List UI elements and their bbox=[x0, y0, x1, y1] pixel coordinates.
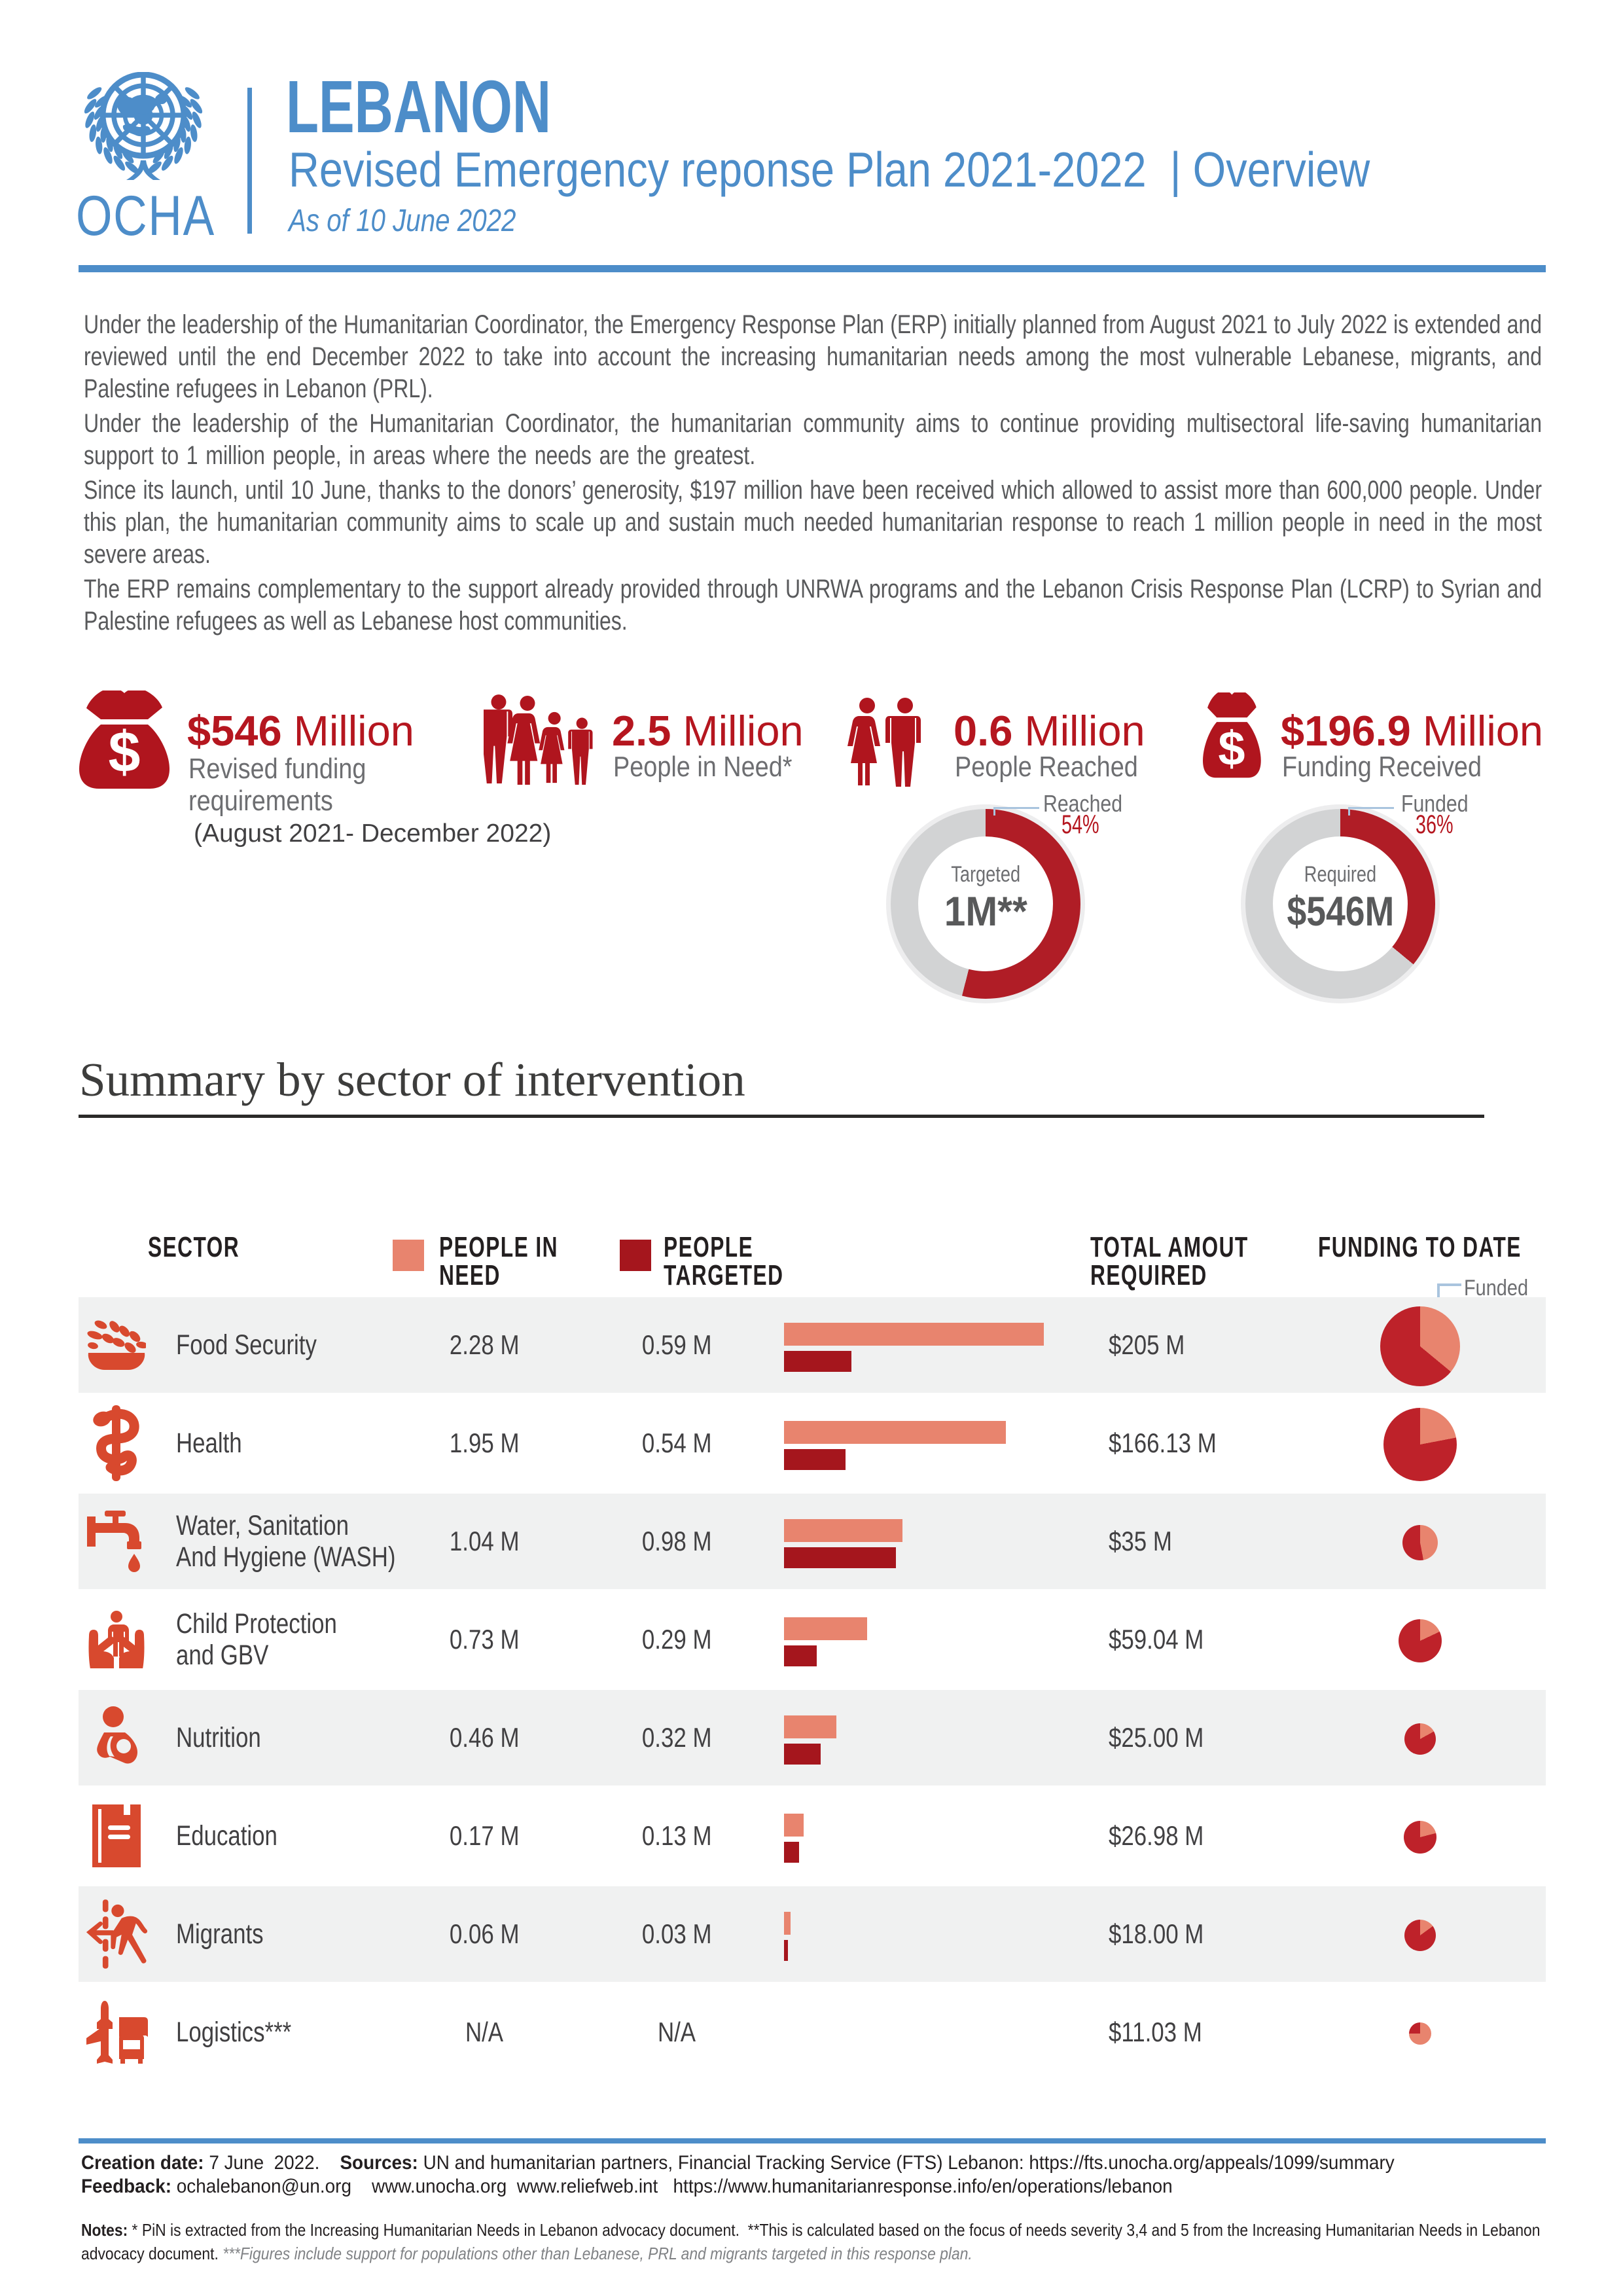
svg-text:$: $ bbox=[109, 719, 141, 784]
svg-text:$: $ bbox=[1218, 721, 1245, 776]
